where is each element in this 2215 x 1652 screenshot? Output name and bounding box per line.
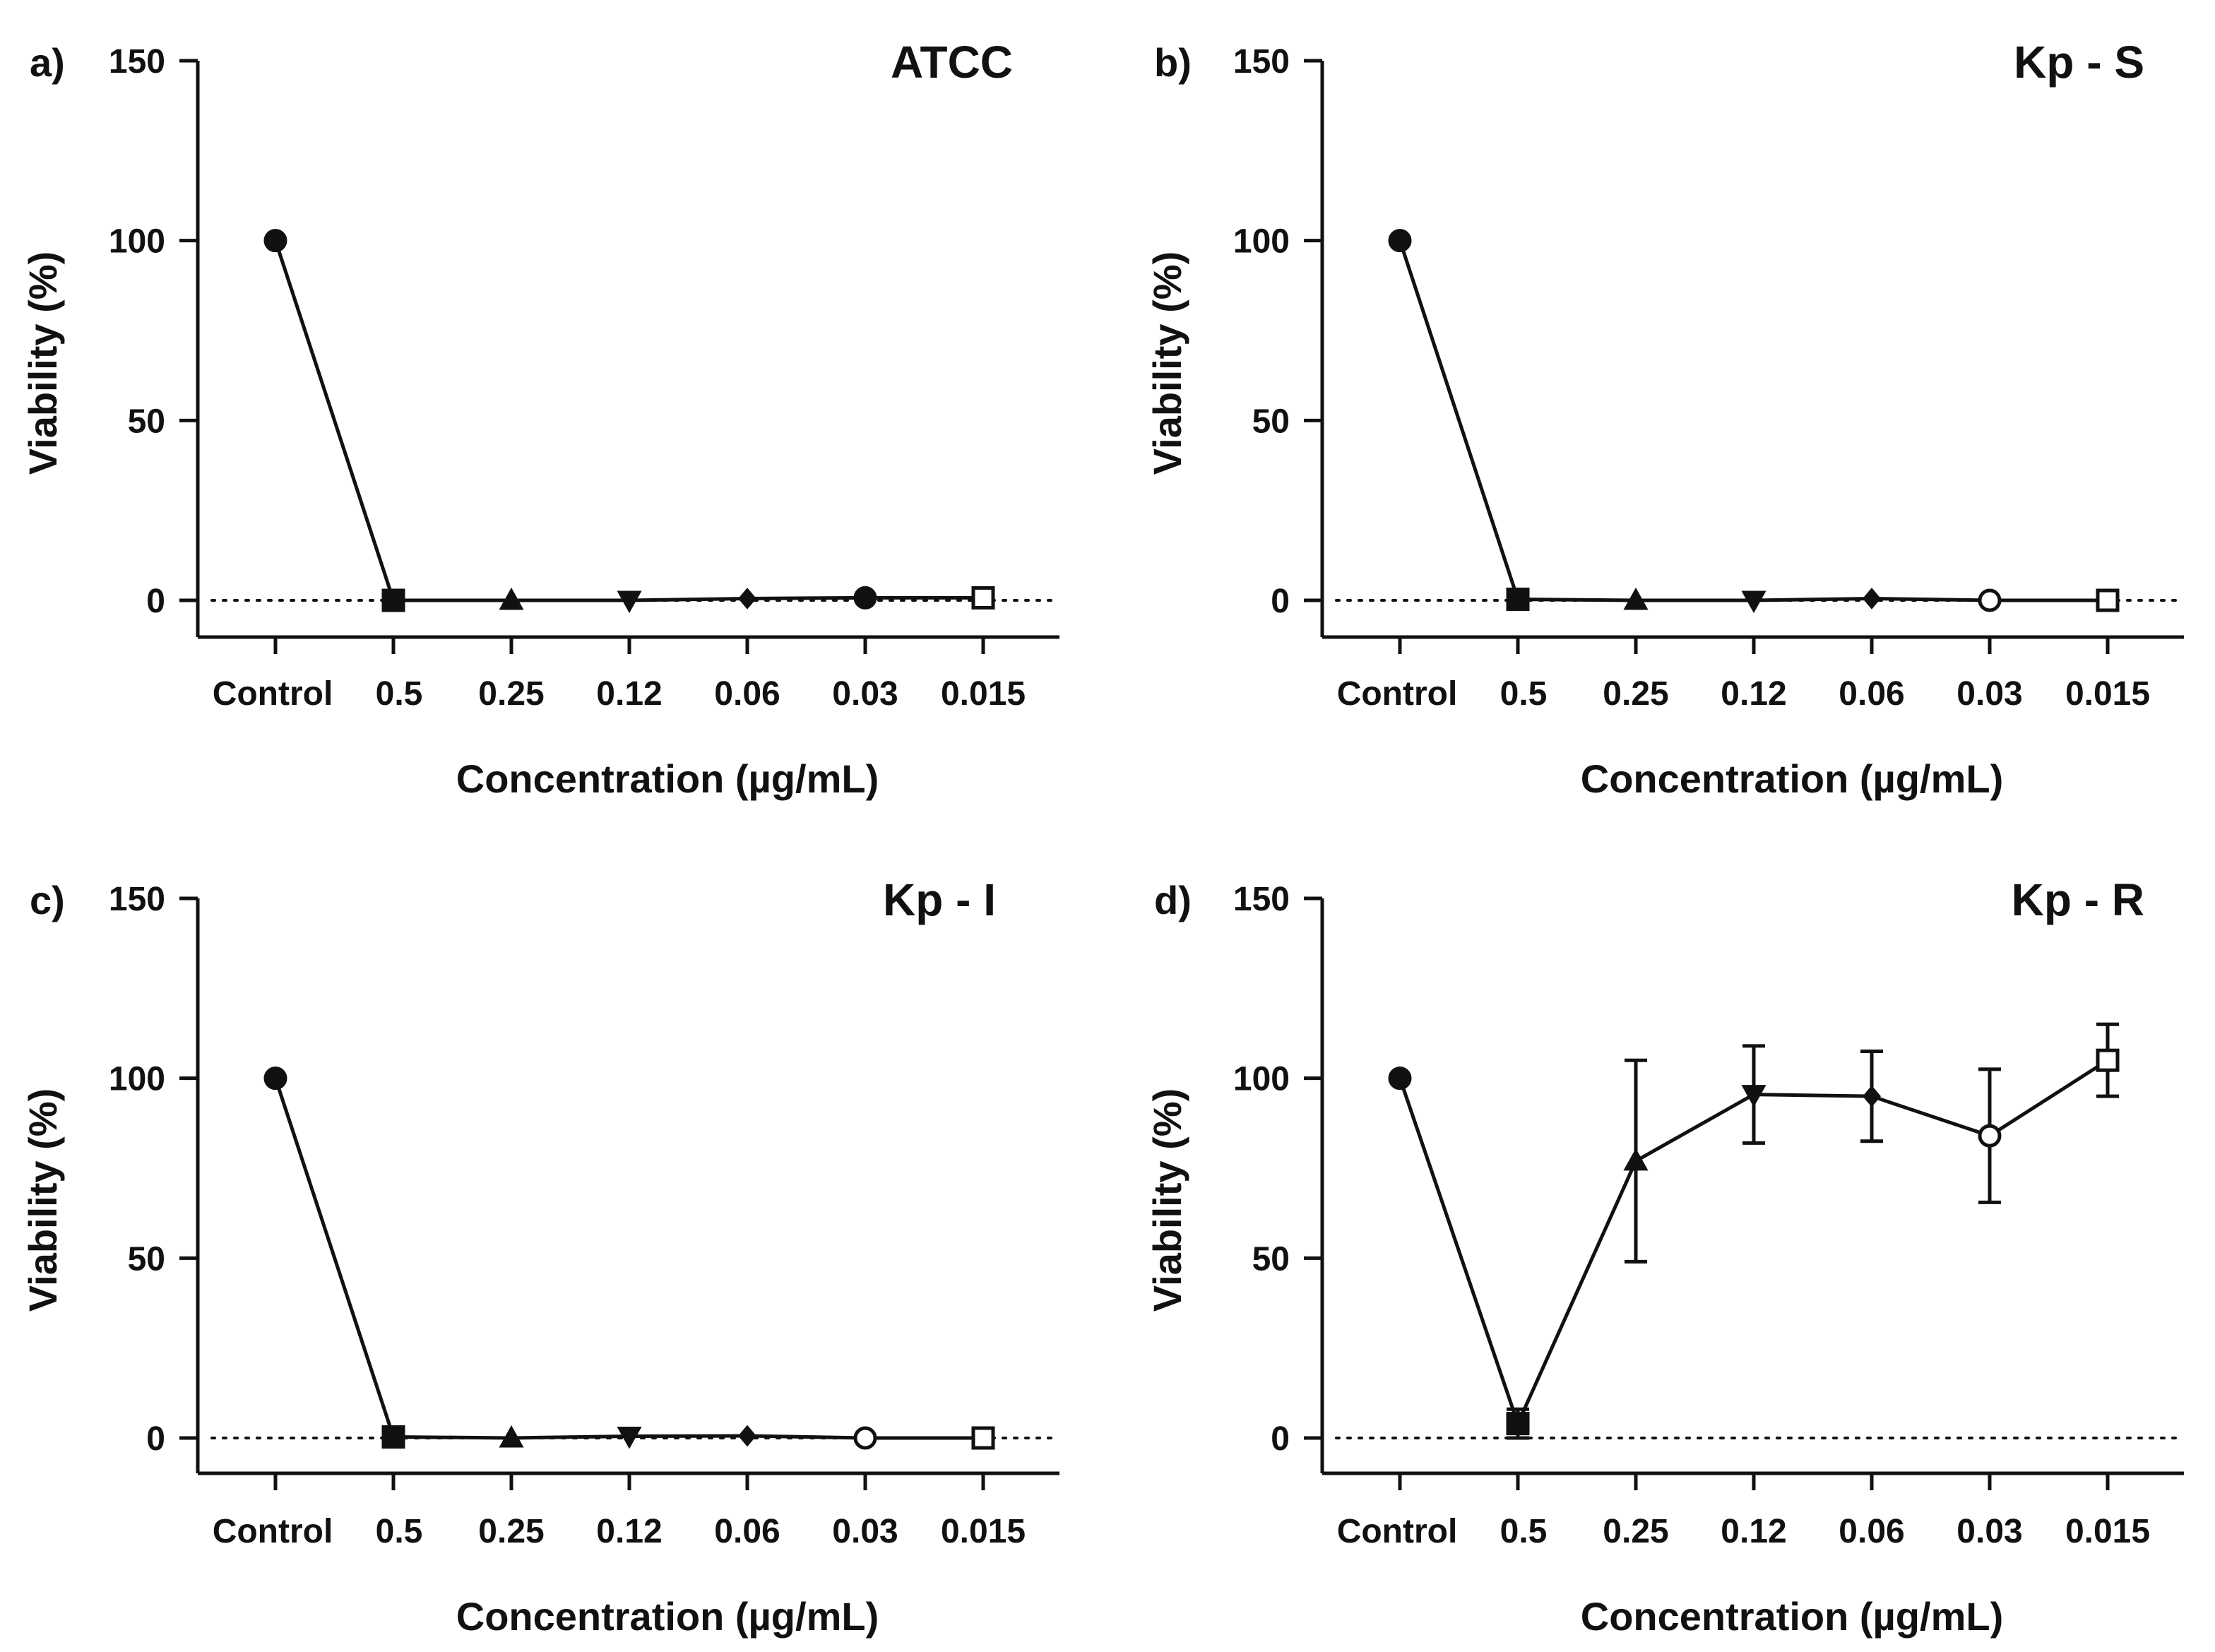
chart-title: Kp - S	[2014, 37, 2144, 88]
chart-title: ATCC	[891, 37, 1013, 88]
y-tick-label: 50	[128, 1240, 165, 1278]
y-tick-label: 100	[109, 1061, 165, 1098]
x-tick-label: Control	[1337, 1513, 1458, 1550]
x-tick-label: Control	[213, 675, 333, 713]
y-tick-label: 0	[1271, 583, 1290, 620]
y-tick-label: 100	[1233, 1061, 1290, 1098]
data-point-filled-circle	[1388, 1066, 1412, 1091]
x-tick-label: 0.015	[2065, 675, 2150, 713]
chart-title: Kp - R	[2012, 874, 2144, 925]
x-axis-title: Concentration (µg/mL)	[456, 1594, 879, 1639]
x-tick-label: 0.03	[1956, 675, 2022, 713]
y-tick-label: 100	[1233, 223, 1290, 261]
x-tick-label: 0.03	[1956, 1513, 2022, 1550]
data-point-filled-triangle-up	[499, 587, 524, 610]
y-tick-label: 50	[1252, 403, 1290, 440]
data-point-filled-triangle-down	[617, 590, 642, 614]
data-point-filled-triangle-up	[1623, 1148, 1649, 1171]
data-point-open-square	[971, 1426, 995, 1450]
data-point-filled-triangle-up	[499, 1425, 524, 1448]
x-tick-label: 0.03	[832, 675, 898, 713]
data-point-filled-square	[381, 588, 405, 612]
y-tick-label: 0	[1271, 1420, 1290, 1458]
series-line	[273, 239, 983, 602]
x-tick-label: 0.25	[1603, 675, 1668, 713]
x-tick-label: 0.5	[1500, 675, 1548, 713]
chart-panel-3: c) Kp - I 0 50 100 150 Control 0.5 0.25 0.12 0.06 0…	[20, 874, 1061, 1639]
panel-label: d)	[1154, 878, 1192, 922]
x-tick-label: 0.06	[1839, 1513, 1904, 1550]
panel-label: a)	[30, 40, 65, 85]
x-tick-label: 0.06	[714, 1513, 780, 1550]
data-point-filled-square	[1506, 1412, 1530, 1436]
x-tick-label: 0.12	[596, 1513, 662, 1550]
data-point-filled-square	[1506, 587, 1530, 611]
data-point-filled-diamond	[738, 588, 756, 610]
chart-panel-2: b) Kp - S 0 50 100 150 Control 0.5 0.25 0.12 0.06 0…	[1145, 37, 2185, 801]
x-axis-title: Concentration (µg/mL)	[1581, 756, 2003, 801]
x-tick-label: 0.25	[1603, 1513, 1668, 1550]
data-point-open-circle	[1978, 1124, 2002, 1148]
series-line	[273, 1077, 983, 1440]
data-point-filled-circle	[853, 586, 877, 610]
x-tick-label: 0.12	[1721, 675, 1786, 713]
x-tick-label: 0.03	[832, 1513, 898, 1550]
data-point-filled-circle	[263, 229, 287, 253]
y-tick-label: 50	[128, 403, 165, 440]
x-tick-label: 0.12	[596, 675, 662, 713]
data-point-open-square	[2096, 588, 2120, 612]
data-point-filled-triangle-up	[1623, 587, 1649, 610]
data-point-filled-diamond	[1863, 1085, 1881, 1107]
x-tick-label: 0.015	[941, 1513, 1026, 1550]
x-tick-label: 0.06	[1839, 675, 1904, 713]
data-point-open-square	[971, 586, 995, 610]
x-tick-label: 0.25	[478, 675, 544, 713]
y-tick-label: 150	[109, 881, 165, 918]
y-tick-label: 150	[1233, 881, 1290, 918]
y-axis-title: Viability (%)	[1145, 251, 1189, 475]
y-axis-title: Viability (%)	[20, 1088, 65, 1312]
data-point-filled-square	[381, 1425, 405, 1449]
data-point-filled-triangle-down	[1741, 590, 1766, 614]
x-tick-label: 0.015	[941, 675, 1026, 713]
y-tick-label: 0	[146, 1420, 165, 1458]
data-point-open-circle	[853, 1426, 877, 1450]
y-axis-title: Viability (%)	[1145, 1088, 1189, 1312]
x-tick-label: Control	[213, 1513, 333, 1550]
y-tick-label: 50	[1252, 1240, 1290, 1278]
x-tick-label: 0.5	[1500, 1513, 1548, 1550]
panel-label: c)	[30, 878, 65, 922]
y-tick-label: 0	[146, 583, 165, 620]
y-tick-label: 100	[109, 223, 165, 261]
x-tick-label: Control	[1337, 675, 1458, 713]
data-point-filled-diamond	[1863, 588, 1881, 610]
data-point-filled-diamond	[738, 1425, 756, 1447]
x-tick-label: 0.5	[376, 675, 423, 713]
x-tick-label: 0.25	[478, 1513, 544, 1550]
data-point-filled-circle	[263, 1066, 287, 1091]
panel-label: b)	[1154, 40, 1192, 85]
x-tick-label: 0.12	[1721, 1513, 1786, 1550]
data-point-filled-circle	[1388, 229, 1412, 253]
series-line	[1398, 239, 2108, 602]
y-tick-label: 150	[1233, 43, 1290, 81]
x-axis-title: Concentration (µg/mL)	[1581, 1594, 2003, 1639]
chart-panel-4: d) Kp - R 0 50 100 150 Control 0.5 0.25 0.12 0.06 0…	[1145, 874, 2185, 1639]
x-tick-label: 0.5	[376, 1513, 423, 1550]
y-axis-title: Viability (%)	[20, 251, 65, 475]
chart-title: Kp - I	[883, 874, 996, 925]
x-tick-label: 0.015	[2065, 1513, 2150, 1550]
data-point-filled-triangle-down	[1741, 1085, 1766, 1107]
data-point-open-circle	[1978, 588, 2002, 612]
data-point-open-square	[2096, 1048, 2120, 1072]
data-point-filled-triangle-down	[617, 1426, 642, 1449]
x-axis-title: Concentration (µg/mL)	[456, 756, 879, 801]
y-tick-label: 150	[109, 43, 165, 81]
chart-panel-1: a) ATCC 0 50 100 150 Control 0.5 0.25 0.12 0.06 0.0…	[20, 37, 1061, 801]
x-tick-label: 0.06	[714, 675, 780, 713]
